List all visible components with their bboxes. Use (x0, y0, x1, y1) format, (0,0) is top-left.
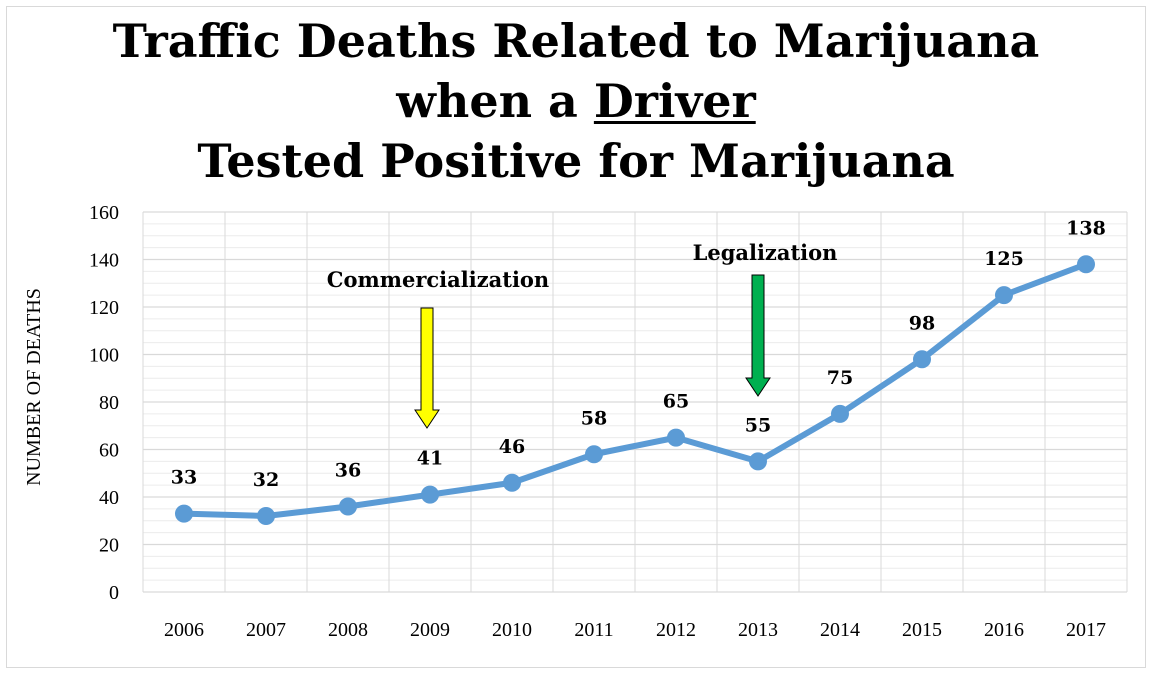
data-label: 65 (663, 391, 689, 413)
title-underlined-word: Driver (593, 73, 756, 128)
data-point (339, 497, 357, 516)
data-point (831, 404, 849, 423)
y-tick-label: 120 (89, 297, 119, 319)
data-label: 58 (581, 407, 607, 429)
x-tick-label: 2011 (574, 619, 613, 641)
data-label: 46 (499, 436, 525, 458)
chart-frame (6, 6, 1146, 668)
data-point (585, 445, 603, 464)
data-point (749, 452, 767, 471)
annotation-label-commercialization: Commercialization (327, 267, 549, 292)
y-tick-label: 60 (99, 440, 119, 462)
y-tick-label: 140 (89, 250, 119, 272)
data-label: 75 (827, 367, 853, 389)
x-tick-label: 2010 (492, 619, 532, 641)
x-tick-label: 2006 (164, 619, 204, 641)
data-label: 32 (253, 469, 279, 491)
title-line-2: when a Driver (0, 72, 1152, 132)
y-tick-label: 0 (109, 582, 119, 604)
data-label: 36 (335, 460, 361, 482)
x-tick-label: 2014 (820, 619, 860, 641)
y-tick-label: 20 (99, 535, 119, 557)
data-point (257, 507, 275, 525)
annotation-layer (414, 274, 771, 429)
x-tick-label: 2009 (410, 619, 450, 641)
data-label: 55 (745, 414, 771, 436)
title-line-3: Tested Positive for Marijuana (197, 133, 955, 188)
data-point (1077, 255, 1095, 274)
y-tick-label: 80 (99, 392, 119, 414)
x-tick-label: 2016 (984, 619, 1024, 641)
data-label: 33 (171, 467, 197, 489)
label-layer: 0 20 40 60 80 100 120 140 160 2006 2007 2008 2009 201… (89, 202, 1106, 641)
y-tick-label: 160 (89, 202, 119, 224)
x-tick-label: 2008 (328, 619, 368, 641)
annotation-arrow-commercialization (414, 307, 440, 429)
y-tick-label: 100 (89, 345, 119, 367)
x-tick-label: 2017 (1066, 619, 1106, 641)
chart-title: Traffic Deaths Related to Marijuana when… (0, 12, 1152, 191)
series-layer (175, 255, 1095, 525)
title-line-2-prefix: when a (396, 73, 594, 128)
x-tick-label: 2013 (738, 619, 778, 641)
annotation-arrow-legalization (745, 274, 771, 397)
data-point (175, 504, 193, 523)
x-tick-label: 2015 (902, 619, 942, 641)
x-tick-label: 2012 (656, 619, 696, 641)
annotation-label-legalization: Legalization (693, 240, 838, 265)
data-point (913, 350, 931, 369)
data-point (421, 485, 439, 504)
title-line-1: Traffic Deaths Related to Marijuana (112, 14, 1040, 68)
y-axis-label: NUMBER OF DEATHS (23, 288, 45, 486)
data-label: 98 (909, 312, 935, 334)
series-line (181, 261, 1089, 519)
grid-layer (142, 211, 1128, 593)
data-label: 125 (984, 248, 1024, 270)
data-point (995, 286, 1013, 305)
x-tick-label: 2007 (246, 619, 286, 641)
data-label: 138 (1066, 217, 1106, 239)
data-point (503, 473, 521, 492)
data-label: 41 (417, 448, 443, 470)
y-tick-label: 40 (99, 487, 119, 509)
data-point (667, 428, 685, 447)
